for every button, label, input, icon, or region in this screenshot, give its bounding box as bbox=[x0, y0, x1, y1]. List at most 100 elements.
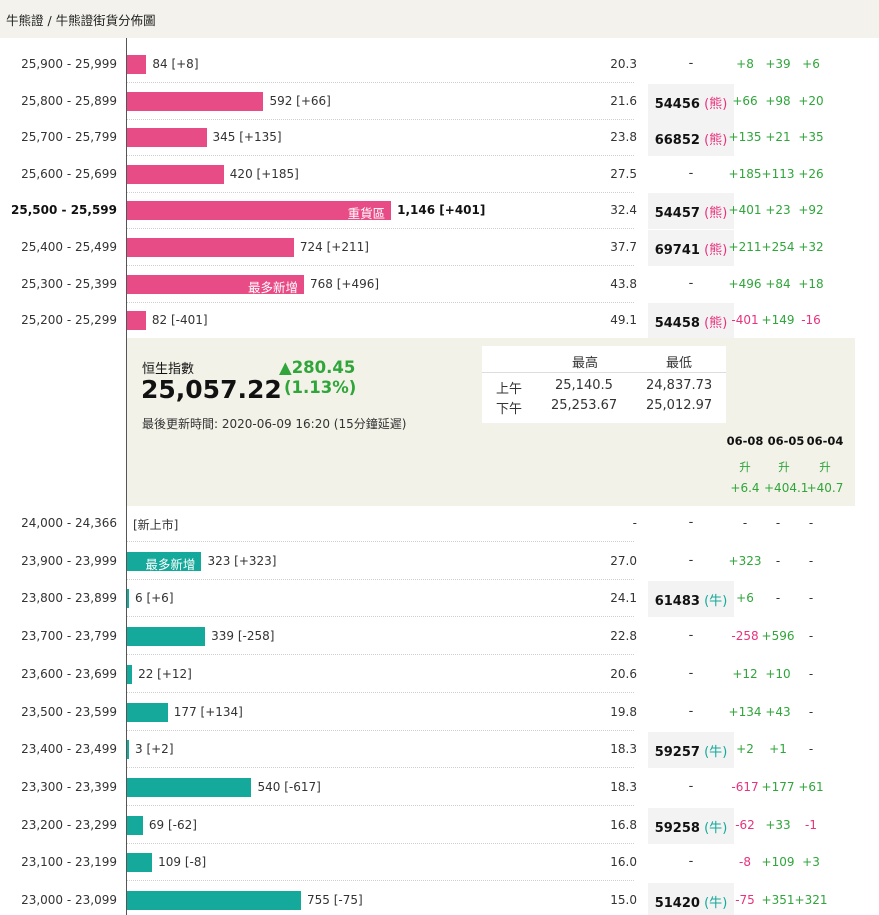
daily-change-2: +351 bbox=[761, 893, 795, 907]
index-change-pct: (1.13%) bbox=[284, 378, 357, 397]
daily-change-3: +18 bbox=[798, 276, 824, 291]
warrant-code[interactable]: 59257 (牛) bbox=[648, 732, 734, 769]
warrant-code: - bbox=[688, 628, 694, 644]
daily-change-3: +20 bbox=[798, 93, 824, 108]
daily-change-1: +185 bbox=[728, 166, 762, 181]
warrant-code[interactable]: 59258 (牛) bbox=[648, 807, 734, 844]
bear-row: 25,900 - 25,999 84 [+8] 20.3 - +8 +39 +6 bbox=[0, 47, 879, 83]
bear-bar[interactable] bbox=[127, 311, 146, 331]
strike-range: 25,500 - 25,599 bbox=[11, 203, 117, 218]
daily-change-3: +6 bbox=[802, 57, 820, 71]
bear-row: 25,700 - 25,799 345 [+135] 23.8 66852 (熊) +1… bbox=[0, 120, 879, 157]
quantity-label: 592 [+66] bbox=[269, 93, 331, 108]
row-separator bbox=[127, 118, 634, 120]
row-separator bbox=[127, 155, 634, 157]
bull-row: 23,100 - 23,199 109 [-8] 16.0 - -8 +109 +3 bbox=[0, 845, 879, 882]
daily-change-3: - bbox=[808, 553, 814, 568]
code-type-close: ) bbox=[722, 820, 728, 836]
bear-bar[interactable] bbox=[127, 55, 147, 74]
quantity-label: 82 [-401] bbox=[151, 313, 208, 328]
sum-1: +6.4 bbox=[730, 481, 760, 495]
warrant-code[interactable]: 51420 (牛) bbox=[648, 883, 734, 915]
distance-pct: 27.5 bbox=[610, 166, 637, 181]
bull-bar[interactable] bbox=[127, 853, 153, 873]
quantity-label: 540 [-617] bbox=[257, 779, 321, 794]
warrant-code[interactable]: 54457 (熊) bbox=[648, 193, 734, 230]
daily-change-1: -8 bbox=[739, 855, 751, 870]
distance-pct: 27.0 bbox=[610, 553, 637, 568]
daily-change-1: - bbox=[742, 516, 748, 530]
row-separator bbox=[127, 265, 634, 266]
distance-pct: 20.6 bbox=[610, 666, 637, 681]
bull-bar[interactable] bbox=[127, 777, 252, 797]
bear-row: 25,800 - 25,899 592 [+66] 21.6 54456 (熊) +66… bbox=[0, 83, 879, 120]
low-header: 最低 bbox=[666, 356, 693, 371]
bull-bar[interactable] bbox=[127, 815, 143, 835]
strike-range: 24,000 - 24,366 bbox=[21, 516, 117, 530]
bear-bar[interactable] bbox=[127, 91, 264, 111]
bear-bar[interactable] bbox=[127, 128, 207, 148]
bear-bar[interactable] bbox=[127, 238, 294, 257]
strike-range: 23,700 - 23,799 bbox=[21, 629, 117, 644]
warrant-code[interactable]: 54456 (熊) bbox=[648, 83, 734, 120]
code-type-close: ) bbox=[722, 133, 728, 149]
code-type-close: ) bbox=[722, 243, 728, 258]
strike-range: 25,800 - 25,899 bbox=[21, 93, 117, 108]
bull-bar[interactable] bbox=[127, 740, 129, 760]
daily-change-2: +84 bbox=[765, 276, 791, 291]
quantity-label: 755 [-75] bbox=[307, 893, 363, 907]
chart-axis bbox=[126, 38, 127, 915]
daily-change-3: +61 bbox=[798, 779, 824, 794]
code-type: 熊 bbox=[709, 243, 723, 258]
daily-change-3: +92 bbox=[798, 203, 824, 218]
daily-change-2: +177 bbox=[761, 779, 795, 794]
trend-3: 升 bbox=[819, 460, 831, 474]
distance-pct: 16.8 bbox=[610, 817, 637, 832]
distance-pct: 21.6 bbox=[610, 93, 637, 108]
strike-range: 23,600 - 23,699 bbox=[21, 666, 117, 681]
breadcrumb-text: 牛熊證 / 牛熊證街貨分佈圖 bbox=[6, 13, 156, 28]
quantity-label: 345 [+135] bbox=[212, 130, 282, 145]
daily-change-3: +321 bbox=[794, 893, 828, 907]
pm-label: 下午 bbox=[496, 402, 523, 417]
strike-range: 23,900 - 23,999 bbox=[21, 553, 117, 568]
strike-range: 23,300 - 23,399 bbox=[21, 779, 117, 794]
bull-row: 23,700 - 23,799 339 [-258] 22.8- -258 +596- bbox=[0, 619, 879, 656]
warrant-code[interactable]: 66852 (熊) bbox=[648, 120, 734, 157]
daily-change-1: +211 bbox=[728, 240, 762, 254]
bull-bar[interactable] bbox=[127, 627, 206, 647]
quantity-label: [新上市] bbox=[133, 518, 179, 532]
bull-bar[interactable] bbox=[127, 891, 302, 910]
daily-change-1: +6 bbox=[736, 591, 754, 606]
bull-bar[interactable]: 最多新增 bbox=[127, 551, 202, 572]
daily-change-3: - bbox=[808, 704, 814, 719]
warrant-code[interactable]: 69741 (熊) bbox=[648, 230, 734, 266]
bull-row: 23,200 - 23,299 69 [-62] 16.8 59258 (牛) -62 +… bbox=[0, 807, 879, 844]
bull-bar[interactable] bbox=[127, 664, 133, 684]
code-type-close: ) bbox=[722, 896, 728, 911]
row-separator bbox=[127, 691, 634, 693]
warrant-code[interactable]: 61483 (牛) bbox=[648, 581, 734, 618]
bear-row: 25,600 - 25,699 420 [+185] 27.5 - +185 +113 +2… bbox=[0, 157, 879, 193]
bear-row: 25,500 - 25,599 重貨區 1,146 [+401] 32.4 54457 … bbox=[0, 193, 879, 230]
bull-bar[interactable] bbox=[127, 589, 129, 609]
warrant-code: - bbox=[688, 552, 694, 568]
bear-bar[interactable] bbox=[127, 164, 224, 184]
strike-range: 23,200 - 23,299 bbox=[21, 817, 117, 832]
am-label: 上午 bbox=[496, 382, 523, 397]
quantity-label: 22 [+12] bbox=[138, 666, 192, 681]
daily-change-2: +39 bbox=[765, 57, 791, 71]
daily-change-2: +254 bbox=[761, 240, 795, 254]
bear-bar[interactable]: 重貨區 bbox=[127, 201, 392, 221]
code-type: 熊 bbox=[709, 316, 723, 332]
warrant-code[interactable]: 54458 (熊) bbox=[648, 303, 734, 340]
code-type-open: ( bbox=[699, 316, 710, 332]
bull-bar[interactable] bbox=[127, 702, 168, 722]
daily-change-1: -75 bbox=[735, 893, 755, 907]
bull-row: 23,000 - 23,099 755 [-75] 15.0 51420 (牛) -75… bbox=[0, 883, 879, 915]
distance-pct: 43.8 bbox=[610, 276, 637, 291]
daily-change-1: +134 bbox=[728, 704, 762, 719]
daily-change-2: - bbox=[775, 591, 781, 606]
bear-bar[interactable]: 最多新增 bbox=[127, 274, 305, 295]
warrant-code: - bbox=[688, 665, 694, 681]
